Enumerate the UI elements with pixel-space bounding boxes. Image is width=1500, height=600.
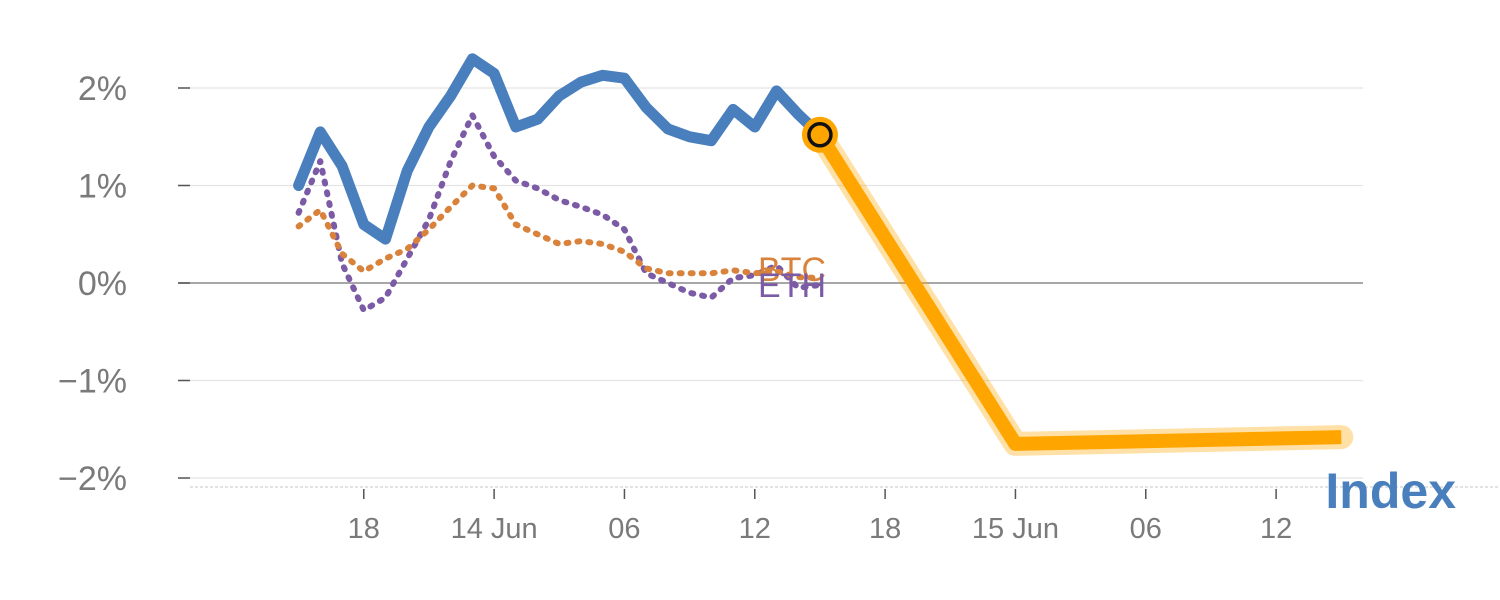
x-tick-label: 12 <box>1260 513 1292 545</box>
x-tick-label: 15 Jun <box>972 513 1059 545</box>
series-lines <box>293 53 1354 456</box>
y-tick-label: 2% <box>78 70 127 108</box>
x-tick-label: 18 <box>869 513 901 545</box>
x-tick-label: 14 Jun <box>451 513 538 545</box>
x-tick-label: 06 <box>608 513 640 545</box>
grid-lines <box>178 87 1363 479</box>
axes: 2% 1% 0% −1% −2% 18 14 Jun 06 12 18 15 Jun 06 12 <box>58 70 1500 545</box>
series-label-btc: BTC <box>758 251 826 289</box>
x-tick-label: 06 <box>1130 513 1162 545</box>
marker-point <box>807 122 833 148</box>
highlight-halo <box>807 122 1354 456</box>
y-tick-label: −2% <box>58 460 127 498</box>
x-tick-label: 18 <box>348 513 380 545</box>
series-line-btc <box>295 182 823 282</box>
series-label-index: Index <box>1325 463 1456 519</box>
series-line-index <box>293 53 826 245</box>
y-tick-label: 0% <box>78 265 127 303</box>
highlight-line <box>813 131 1342 451</box>
series-label-eth: ETH <box>758 267 826 305</box>
x-tick-label: 12 <box>739 513 771 545</box>
y-tick-label: 1% <box>78 168 127 206</box>
series-line-eth <box>295 112 823 314</box>
y-tick-label: −1% <box>58 363 127 401</box>
